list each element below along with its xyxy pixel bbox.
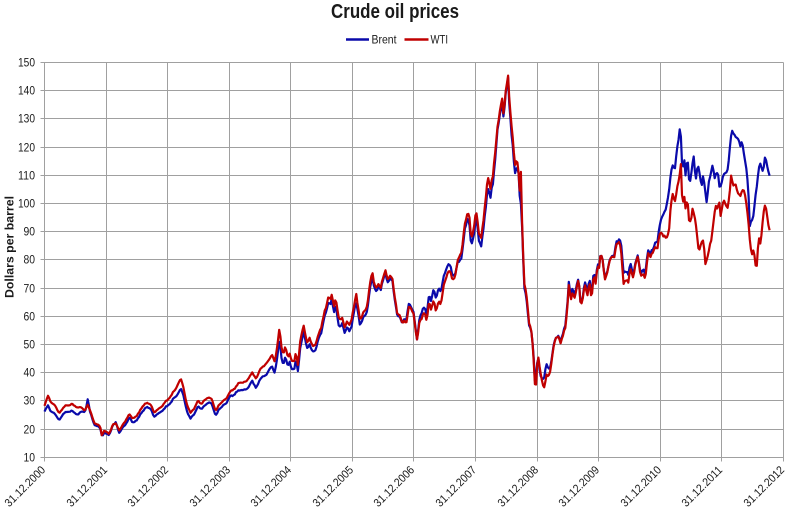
svg-text:50: 50	[24, 340, 36, 352]
svg-text:80: 80	[24, 255, 36, 267]
svg-text:Crude oil prices: Crude oil prices	[331, 0, 459, 23]
svg-text:10: 10	[24, 453, 36, 465]
svg-text:90: 90	[24, 227, 36, 239]
svg-text:140: 140	[18, 86, 35, 98]
svg-text:20: 20	[24, 425, 36, 437]
svg-text:70: 70	[24, 284, 36, 296]
svg-text:110: 110	[18, 171, 35, 183]
svg-text:30: 30	[24, 396, 36, 408]
svg-text:Dollars per barrel: Dollars per barrel	[3, 196, 17, 298]
svg-text:100: 100	[18, 199, 35, 211]
svg-text:40: 40	[24, 368, 36, 380]
svg-text:Brent: Brent	[372, 35, 398, 47]
svg-text:60: 60	[24, 312, 36, 324]
svg-text:WTI: WTI	[431, 35, 449, 47]
svg-text:150: 150	[18, 58, 35, 70]
svg-text:120: 120	[18, 143, 35, 155]
svg-text:130: 130	[18, 114, 35, 126]
